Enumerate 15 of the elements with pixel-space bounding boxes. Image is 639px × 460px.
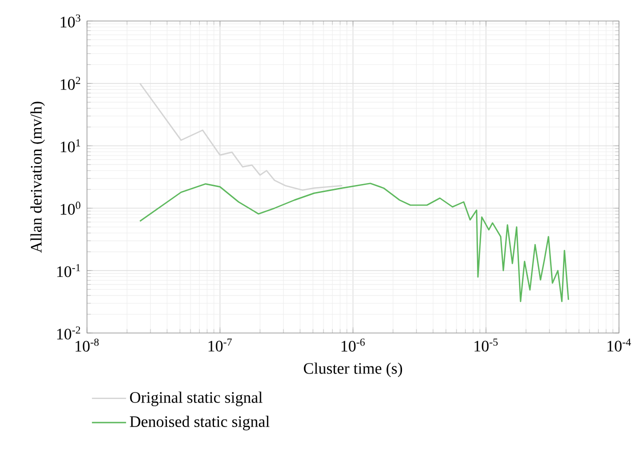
legend-label: Original static signal	[130, 392, 262, 406]
x-axis-title: Cluster time (s)	[304, 362, 402, 378]
y-tick-label: 10$^{-1}$	[57, 264, 80, 278]
y-axis-title: Allan derivation (mv/h)	[30, 102, 45, 253]
x-tick-label: 10$^{-8}$	[76, 338, 99, 352]
y-tick-label: 10$^{0}$	[60, 202, 80, 215]
x-tick-label: 10$^{-5}$	[474, 338, 498, 352]
legend-label: Denoised static signal	[130, 416, 270, 430]
y-tick-label: 10$^{-2}$	[57, 326, 80, 340]
y-tick-label: 10$^{1}$	[60, 139, 80, 152]
x-tick-label: 10$^{-6}$	[342, 338, 365, 352]
x-tick-label: 10$^{-4}$	[608, 338, 631, 352]
y-tick-label: 10$^{3}$	[60, 14, 80, 28]
x-tick-label: 10$^{-7}$	[208, 338, 232, 352]
y-tick-label: 10$^{2}$	[60, 76, 80, 90]
